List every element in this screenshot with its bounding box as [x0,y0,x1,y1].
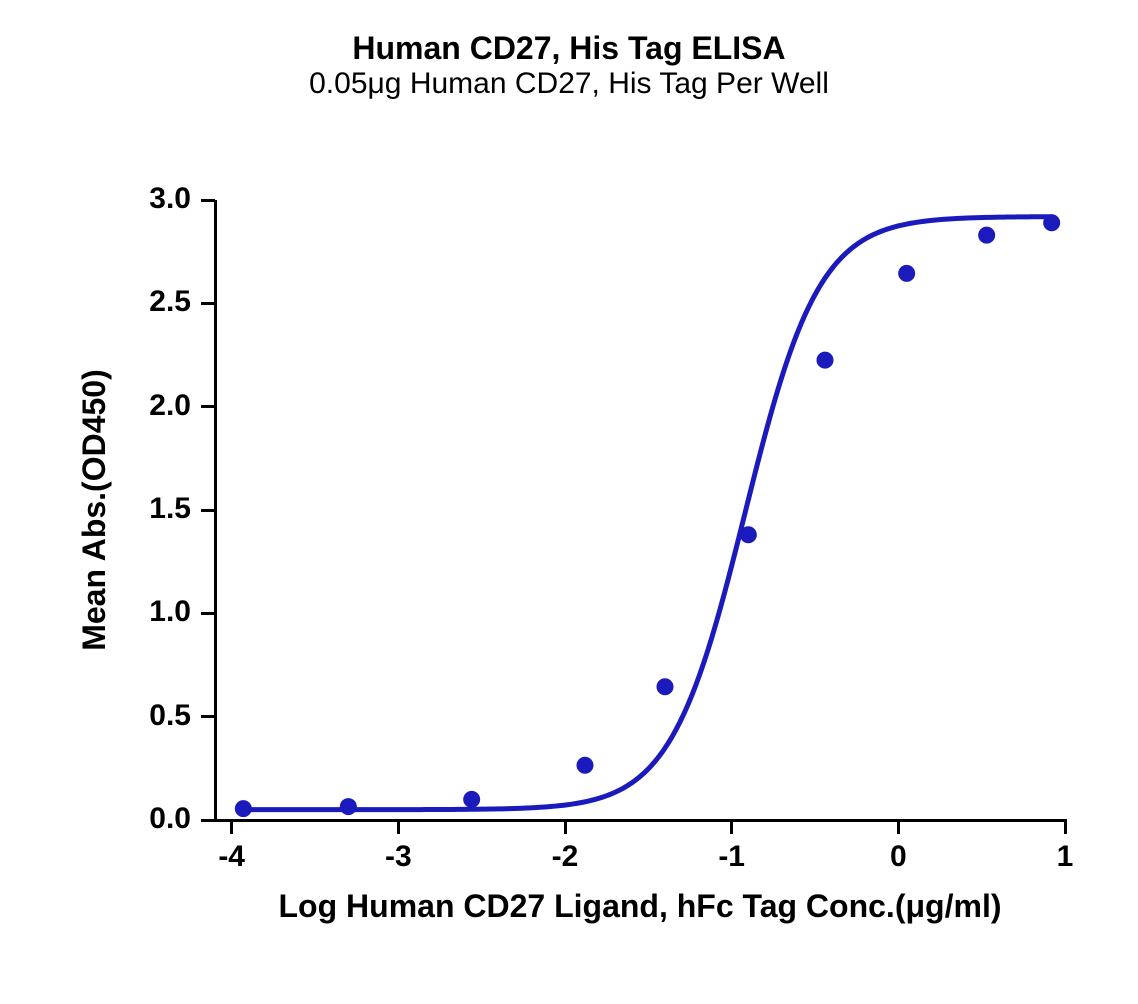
y-tick-label: 2.0 [131,389,191,423]
y-tick-label: 0.0 [131,802,191,836]
x-tick [397,820,400,834]
y-tick [201,819,215,822]
data-point [577,757,593,773]
data-point [817,352,833,368]
y-tick [201,509,215,512]
x-tick-label: -1 [692,840,772,874]
data-point [899,265,915,281]
y-tick-label: 1.0 [131,595,191,629]
x-tick [897,820,900,834]
x-tick-label: -2 [525,840,605,874]
chart-canvas: Human CD27, His Tag ELISA 0.05μg Human C… [0,0,1138,1004]
y-tick-label: 1.5 [131,492,191,526]
data-point [235,801,251,817]
plot-area [215,200,1065,820]
data-point [1044,215,1060,231]
series-curve [243,217,1051,810]
data-point [979,227,995,243]
data-point [657,679,673,695]
x-tick-label: -4 [192,840,272,874]
plot-svg [215,200,1065,820]
data-point [340,799,356,815]
x-tick [230,820,233,834]
y-tick [201,199,215,202]
y-tick-label: 2.5 [131,285,191,319]
x-tick [730,820,733,834]
x-tick-label: 0 [858,840,938,874]
y-tick [201,715,215,718]
title-block: Human CD27, His Tag ELISA 0.05μg Human C… [0,30,1138,101]
x-tick-label: 1 [1025,840,1105,874]
y-tick [201,405,215,408]
chart-subtitle: 0.05μg Human CD27, His Tag Per Well [0,67,1138,101]
y-tick-label: 3.0 [131,182,191,216]
y-tick [201,612,215,615]
x-tick-label: -3 [358,840,438,874]
y-axis-title: Mean Abs.(OD450) [76,200,113,820]
data-point [464,791,480,807]
chart-title: Human CD27, His Tag ELISA [0,30,1138,67]
x-tick [1064,820,1067,834]
x-tick [564,820,567,834]
y-tick-label: 0.5 [131,699,191,733]
x-axis-title: Log Human CD27 Ligand, hFc Tag Conc.(μg/… [215,888,1065,925]
data-point [740,527,756,543]
y-tick [201,302,215,305]
x-axis-line [215,819,1067,822]
